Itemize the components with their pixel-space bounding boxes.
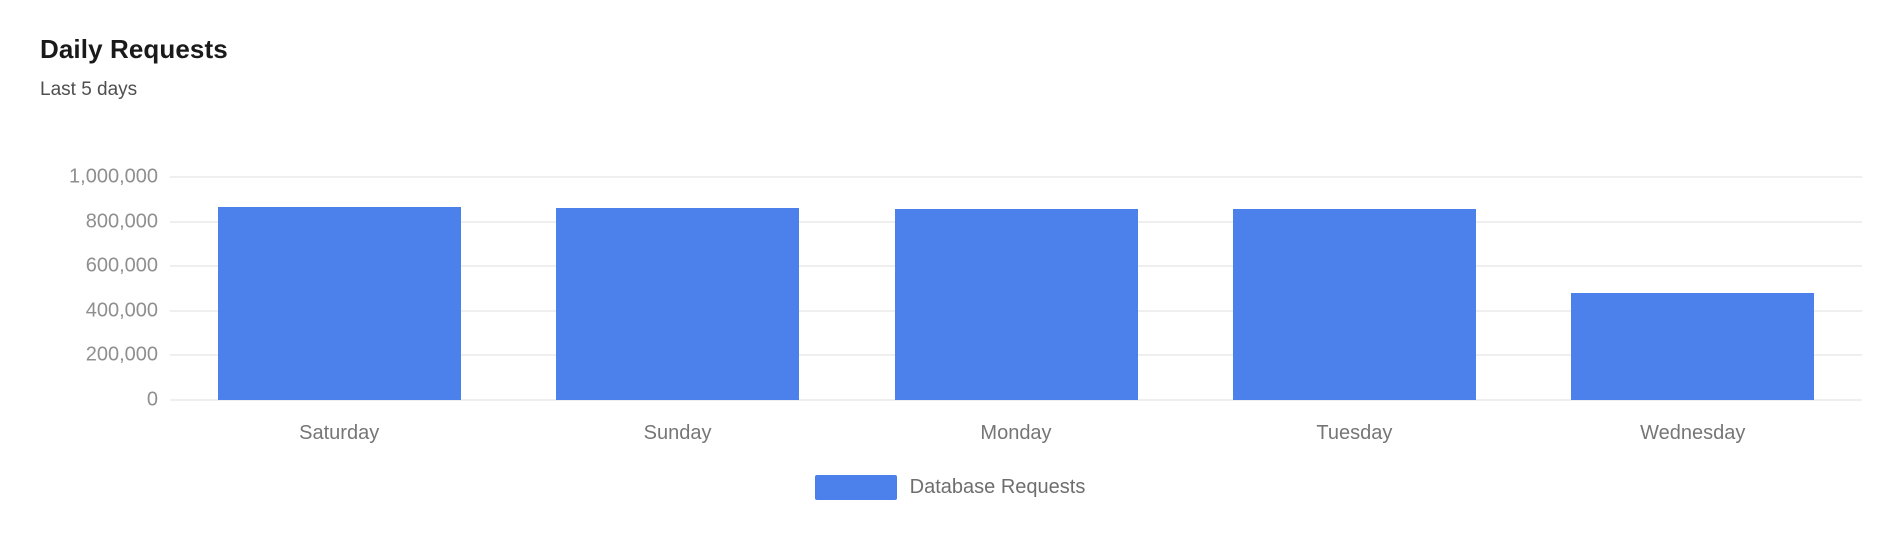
x-tick-label-saturday: Saturday bbox=[299, 422, 380, 444]
y-tick-label: 600,000 bbox=[85, 254, 158, 277]
bar-monday[interactable] bbox=[894, 208, 1138, 400]
bar-sunday[interactable] bbox=[556, 207, 800, 400]
bar-saturday[interactable] bbox=[217, 207, 461, 400]
x-tick-label-sunday: Sunday bbox=[643, 422, 712, 444]
gridline-0 bbox=[170, 399, 1862, 401]
x-tick-label-monday: Monday bbox=[980, 422, 1052, 444]
legend-color-swatch bbox=[814, 475, 897, 500]
y-tick-label: 400,000 bbox=[85, 299, 158, 322]
x-tick-label-wednesday: Wednesday bbox=[1640, 422, 1746, 444]
bar-tuesday[interactable] bbox=[1232, 209, 1476, 400]
y-tick-label: 0 bbox=[146, 388, 158, 411]
x-tick-label-tuesday: Tuesday bbox=[1316, 422, 1393, 444]
y-tick-label: 800,000 bbox=[85, 210, 158, 233]
y-tick-label: 1,000,000 bbox=[69, 165, 158, 188]
chart-legend-item[interactable]: Database Requests bbox=[0, 475, 1900, 500]
chart-title: Daily Requests bbox=[40, 34, 228, 64]
y-tick-label: 200,000 bbox=[85, 343, 158, 366]
legend-series-label: Database Requests bbox=[909, 476, 1086, 498]
gridline-1000000 bbox=[170, 176, 1862, 178]
chart-subtitle: Last 5 days bbox=[40, 79, 138, 100]
bar-wednesday[interactable] bbox=[1571, 292, 1815, 400]
